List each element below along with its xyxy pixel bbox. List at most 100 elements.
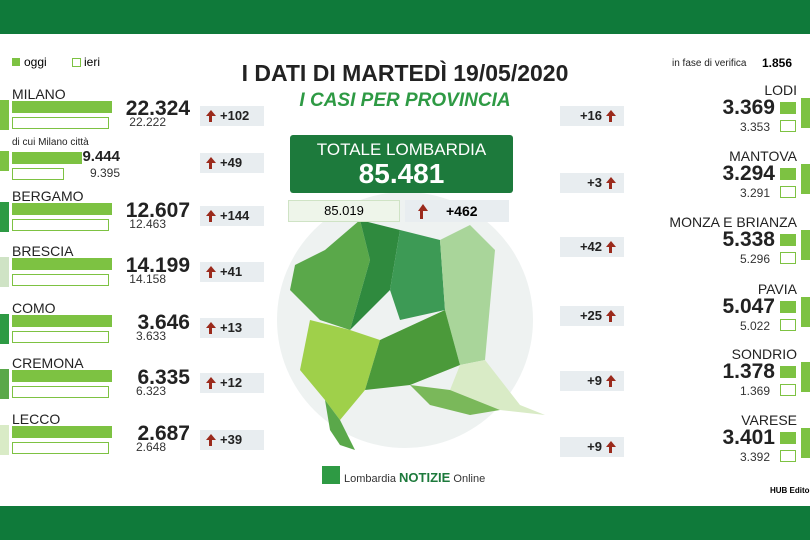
value-today: 5.047 [722, 295, 775, 318]
province-name: BERGAMO [12, 188, 84, 204]
value-today: 9.444 [82, 148, 120, 165]
bar-today [12, 370, 112, 382]
bar-today [12, 426, 112, 438]
value-yesterday: 3.291 [739, 186, 770, 200]
value-today: 2.687 [137, 422, 190, 445]
total-label: TOTALE LOMBARDIA [316, 140, 487, 159]
arrow-icon [209, 163, 212, 169]
delta-value: +102 [220, 108, 250, 123]
arrow-icon [606, 177, 616, 183]
subtitle: I CASI PER PROVINCIA [299, 90, 511, 111]
arrow-icon [606, 110, 616, 116]
logo-main: NOTIZIE [399, 470, 451, 485]
delta-box [200, 106, 264, 126]
value-yesterday: 3.392 [739, 450, 770, 464]
delta-value: +39 [220, 432, 243, 447]
arrow-icon [209, 116, 212, 122]
delta-box [200, 373, 264, 393]
province-strip [0, 151, 9, 171]
delta-value: +42 [579, 239, 602, 254]
delta-value: +49 [220, 155, 243, 170]
bar-yesterday [780, 319, 796, 331]
bar-yesterday [12, 117, 109, 129]
bar-today [12, 152, 82, 164]
province-strip [0, 100, 9, 130]
province-strip [801, 362, 810, 392]
delta-value: +144 [220, 208, 250, 223]
arrow-icon [206, 210, 216, 216]
bar-yesterday [780, 120, 796, 132]
value-today: 3.401 [722, 426, 775, 449]
value-yesterday: 5.022 [739, 319, 770, 333]
total-yesterday: 85.019 [288, 200, 400, 222]
legend-yesterday: ieri [84, 55, 101, 69]
value-yesterday: 6.323 [135, 384, 166, 398]
delta-value: +12 [220, 375, 243, 390]
arrow-icon [420, 211, 423, 219]
arrow-icon [206, 157, 216, 163]
bar-yesterday [12, 274, 109, 286]
delta-value: +13 [220, 320, 243, 335]
arrow-icon [206, 377, 216, 383]
province-strip [801, 428, 810, 458]
bar-yesterday [12, 168, 64, 180]
province-strip [0, 314, 9, 344]
delta-value: +41 [220, 264, 243, 279]
bar-yesterday [12, 219, 109, 231]
province-strip [801, 98, 810, 128]
arrow-icon [206, 322, 216, 328]
arrow-icon [609, 316, 612, 322]
province-strip [0, 369, 9, 399]
province-strip [0, 257, 9, 287]
bar-yesterday [780, 186, 796, 198]
map [277, 192, 545, 450]
province-strip [0, 425, 9, 455]
logo-tail: Online [453, 473, 486, 485]
logo-brand: Lombardia [344, 473, 396, 485]
total-delta: +462 [446, 203, 478, 219]
delta-value: +9 [587, 373, 602, 388]
verification-value: 1.856 [762, 56, 793, 70]
province-name: VARESE [741, 412, 797, 428]
bottom-band [0, 506, 810, 540]
province-strip [0, 202, 9, 232]
value-today: 22.324 [125, 97, 190, 120]
delta-box [200, 430, 264, 450]
province-name: PAVIA [757, 281, 797, 297]
legend-today: oggi [24, 55, 47, 69]
bar-today [780, 234, 796, 246]
province-strip [801, 164, 810, 194]
total-today: 85.481 [358, 158, 445, 189]
value-yesterday: 1.369 [739, 384, 770, 398]
bar-today [12, 258, 112, 270]
verification-label: in fase di verifica [672, 58, 747, 69]
arrow-icon [606, 310, 616, 316]
value-yesterday: 5.296 [739, 252, 770, 266]
arrow-icon [609, 183, 612, 189]
province-name: MONZA E BRIANZA [669, 214, 797, 230]
arrow-icon [418, 204, 428, 211]
value-yesterday: 12.463 [129, 217, 166, 231]
value-today: 3.294 [722, 162, 775, 185]
delta-value: +16 [579, 108, 602, 123]
value-yesterday: 2.648 [135, 440, 166, 454]
province-name: LECCO [12, 411, 61, 427]
arrow-icon [209, 216, 212, 222]
bar-today [12, 101, 112, 113]
logo-icon [322, 466, 340, 484]
delta-box [200, 206, 264, 226]
value-today: 6.335 [137, 366, 190, 389]
delta-box [200, 318, 264, 338]
province-name: di cui Milano città [12, 137, 89, 148]
arrow-icon [209, 440, 212, 446]
logo-text: Lombardia NOTIZIE Online [344, 470, 485, 485]
value-today: 3.369 [722, 96, 775, 119]
bar-today [780, 168, 796, 180]
legend-swatch-today [12, 58, 20, 66]
bar-yesterday [780, 384, 796, 396]
arrow-icon [606, 241, 616, 247]
delta-value: +3 [587, 175, 602, 190]
delta-box [200, 153, 264, 173]
province-name: COMO [12, 300, 56, 316]
